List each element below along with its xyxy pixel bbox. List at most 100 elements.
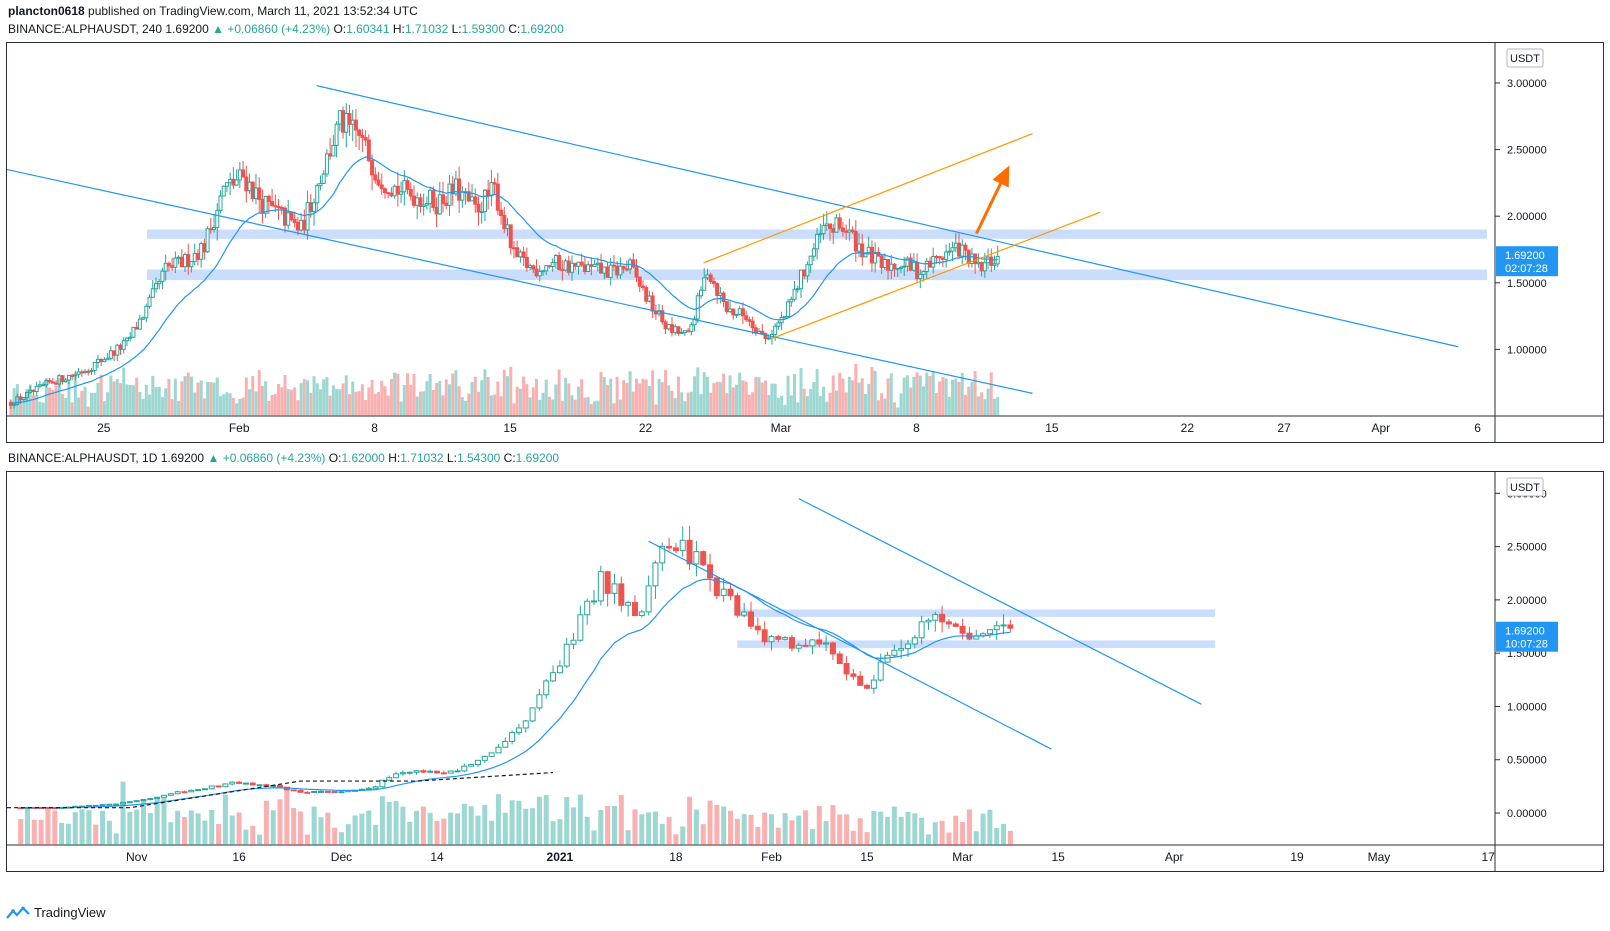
candle-body: [702, 277, 707, 291]
x-tick-label: 8: [371, 421, 378, 435]
volume-bar: [609, 378, 613, 416]
candle-body: [166, 262, 171, 267]
volume-bar: [925, 834, 931, 845]
candle-body: [173, 257, 178, 268]
volume-group: [9, 363, 1000, 416]
chart-panel-240[interactable]: 3.00000 2.50000 2.00000 1.50000 1.00000 USDT 1…: [6, 42, 1604, 443]
candle-body: [754, 625, 761, 631]
candle-body: [221, 185, 226, 197]
candle-body: [195, 252, 200, 260]
candle-body: [308, 202, 313, 212]
volume-bar: [905, 811, 911, 845]
volume-bar: [304, 834, 310, 845]
volume-bar: [267, 400, 271, 416]
candle-body: [693, 551, 700, 565]
volume-bar: [352, 815, 358, 845]
volume-bar: [468, 806, 474, 845]
candle-body: [577, 614, 584, 641]
candles-group: [17, 525, 1014, 810]
volume-bar: [125, 384, 129, 416]
candlestick-chart-1d[interactable]: 3.000002.500002.000001.500001.000000.500…: [7, 472, 1603, 871]
volume-bar: [747, 394, 751, 416]
chart-header-240: BINANCE:ALPHAUSDT, 240 1.69200 ▲ +0.0686…: [8, 22, 564, 36]
tradingview-brand[interactable]: TradingView: [6, 905, 106, 920]
candle-body: [666, 545, 673, 549]
candle-body: [297, 789, 304, 793]
candle-body: [249, 782, 256, 786]
candle-body: [317, 790, 324, 793]
candle-body: [788, 637, 795, 649]
candle-body: [324, 153, 329, 175]
candle-body: [663, 321, 668, 330]
candle-body: [411, 195, 416, 206]
candle-body: [621, 265, 626, 270]
candle-body: [241, 169, 246, 178]
candle-body: [299, 219, 304, 231]
candle-body: [731, 308, 736, 316]
volume-bar: [286, 388, 290, 416]
candle-body: [370, 160, 375, 176]
volume-bar: [870, 367, 874, 416]
support-zone: [737, 609, 1216, 617]
symbol-label[interactable]: BINANCE:ALPHAUSDT, 240: [8, 22, 163, 36]
volume-bar: [825, 401, 829, 416]
open-value: 1.60341: [346, 22, 390, 36]
volume-bar: [257, 370, 261, 416]
volume-bar: [651, 370, 655, 416]
volume-bar: [315, 383, 319, 416]
volume-bar: [938, 381, 942, 416]
candle-body: [631, 259, 636, 268]
volume-bar: [460, 397, 464, 416]
volume-bar: [525, 384, 529, 416]
symbol-label[interactable]: BINANCE:ALPHAUSDT, 1D: [8, 451, 158, 465]
volume-bar: [767, 394, 771, 416]
volume-bar: [431, 389, 435, 416]
volume-bar: [402, 385, 406, 416]
candle-body: [560, 268, 565, 271]
volume-bar: [705, 376, 709, 416]
candle-body: [199, 243, 204, 260]
price-tag-value: 1.69200: [1505, 250, 1545, 262]
volume-bar: [980, 392, 984, 416]
candle-body: [73, 373, 78, 377]
candle-body: [566, 260, 571, 273]
low-label: L:: [451, 22, 462, 36]
candle-body: [556, 665, 563, 674]
chart-panel-1d[interactable]: 3.000002.500002.000001.500001.000000.500…: [6, 471, 1604, 872]
volume-bar: [318, 389, 322, 416]
close-label: C:: [503, 451, 516, 465]
volume-bar: [509, 366, 513, 416]
volume-bar: [499, 396, 503, 416]
candle-body: [290, 789, 297, 792]
candle-body: [286, 212, 291, 226]
candle-body: [986, 629, 993, 635]
volume-bar: [809, 829, 815, 845]
candle-body: [157, 281, 162, 285]
candle-body: [699, 289, 704, 297]
candle-body: [60, 375, 65, 383]
volume-bar: [748, 814, 754, 845]
volume-bar: [516, 800, 522, 845]
volume-bar: [38, 819, 44, 845]
candle-body: [50, 381, 55, 384]
volume-bar: [409, 384, 413, 416]
candle-body: [126, 801, 133, 804]
volume-group: [18, 781, 1013, 845]
candle-body: [405, 180, 410, 190]
candle-body: [720, 588, 727, 597]
candlestick-chart-240[interactable]: 3.00000 2.50000 2.00000 1.50000 1.00000 USDT 1…: [6, 43, 1603, 442]
candle-body: [341, 110, 346, 133]
candle-body: [959, 625, 966, 634]
high-value: 1.71032: [400, 451, 444, 465]
volume-bar: [966, 809, 972, 845]
candle-body: [460, 191, 465, 201]
candle-body: [579, 261, 584, 266]
volume-bar: [370, 379, 374, 416]
candle-body: [481, 755, 488, 761]
volume-bar: [64, 398, 68, 416]
volume-bar: [557, 819, 563, 845]
volume-bar: [741, 814, 747, 845]
publisher-user[interactable]: plancton0618: [8, 4, 85, 18]
candle-body: [279, 206, 284, 209]
candle-body: [877, 661, 884, 681]
